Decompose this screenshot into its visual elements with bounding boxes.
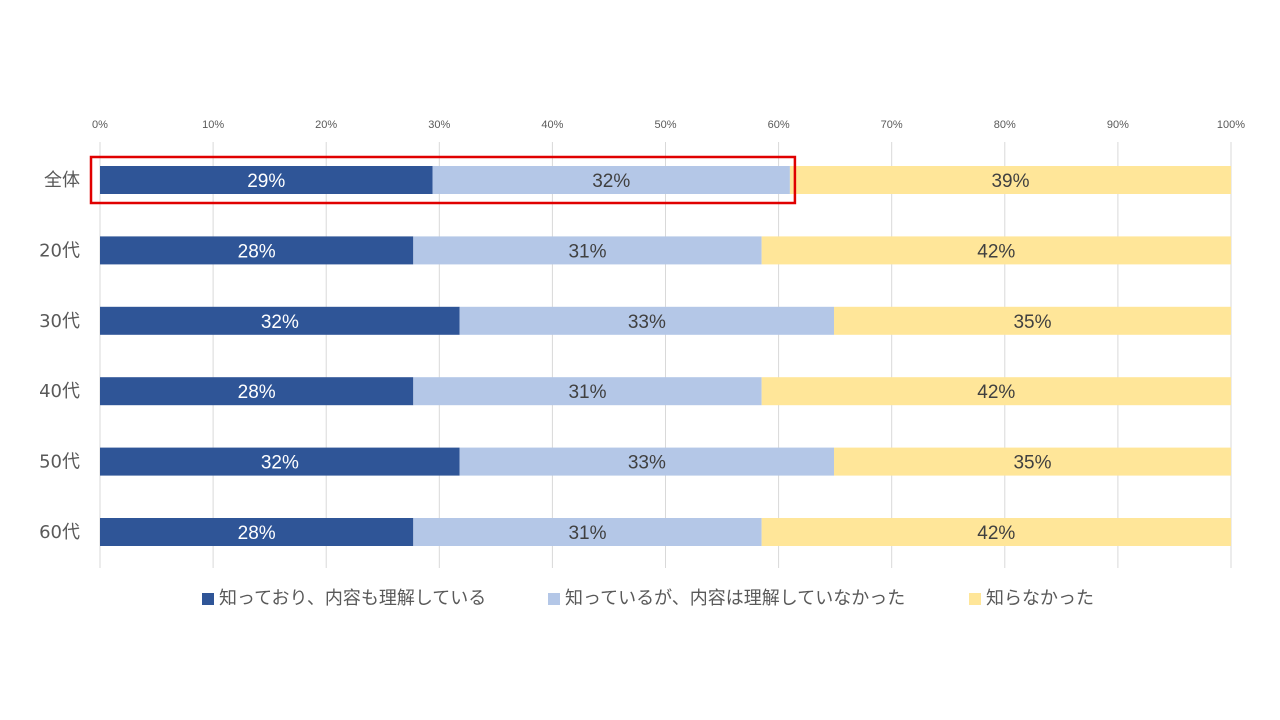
bar-segment bbox=[459, 447, 835, 476]
bar-segment bbox=[100, 306, 460, 335]
x-tick-label: 10% bbox=[202, 119, 224, 131]
data-label: 35% bbox=[1013, 453, 1051, 474]
x-tick-label: 70% bbox=[881, 119, 903, 131]
bar-segment bbox=[459, 306, 835, 335]
x-tick-label: 80% bbox=[994, 119, 1016, 131]
data-label: 31% bbox=[568, 241, 606, 262]
gridlines bbox=[99, 142, 1232, 568]
bar-segment bbox=[413, 518, 762, 546]
bar-segment bbox=[100, 236, 414, 265]
data-label: 29% bbox=[247, 171, 285, 192]
data-label: 35% bbox=[1013, 312, 1051, 333]
bar-segment bbox=[761, 236, 1231, 265]
bars bbox=[100, 166, 1231, 546]
category-label: 60代 bbox=[39, 522, 80, 543]
data-label: 28% bbox=[238, 382, 276, 403]
x-tick-label: 50% bbox=[654, 119, 676, 131]
legend-swatch bbox=[202, 593, 214, 605]
bar-segment bbox=[834, 306, 1231, 335]
bar-segment bbox=[761, 518, 1231, 546]
category-label: 20代 bbox=[39, 240, 80, 261]
x-tick-label: 30% bbox=[428, 119, 450, 131]
bar-segment bbox=[100, 518, 414, 546]
bar-segment bbox=[834, 447, 1231, 476]
data-label: 42% bbox=[977, 382, 1015, 403]
data-label: 31% bbox=[568, 382, 606, 403]
data-label: 32% bbox=[592, 171, 630, 192]
data-label: 32% bbox=[261, 453, 299, 474]
bar-segment bbox=[100, 447, 460, 476]
x-tick-label: 20% bbox=[315, 119, 337, 131]
data-label: 32% bbox=[261, 312, 299, 333]
category-label: 全体 bbox=[44, 170, 80, 191]
x-tick-label: 40% bbox=[541, 119, 563, 131]
legend-label: 知らなかった bbox=[986, 588, 1094, 609]
legend-swatch bbox=[548, 593, 560, 605]
bar-segment bbox=[100, 377, 414, 406]
legend: 知っており、内容も理解している 知っているが、内容は理解していなかった 知らなかった bbox=[202, 588, 1094, 609]
bar-segment bbox=[789, 166, 1231, 194]
bar-segment bbox=[413, 377, 762, 406]
data-label: 31% bbox=[568, 523, 606, 544]
x-tick-label: 0% bbox=[92, 119, 108, 131]
x-tick-label: 90% bbox=[1107, 119, 1129, 131]
data-label: 33% bbox=[628, 312, 666, 333]
data-label: 33% bbox=[628, 453, 666, 474]
bar-segment bbox=[432, 166, 790, 194]
data-label: 39% bbox=[991, 171, 1029, 192]
data-label: 42% bbox=[977, 241, 1015, 262]
category-label: 30代 bbox=[39, 311, 80, 332]
bar-segment bbox=[413, 236, 762, 265]
legend-swatch bbox=[969, 593, 981, 605]
legend-label: 知っているが、内容は理解していなかった bbox=[565, 588, 905, 609]
category-label: 40代 bbox=[39, 381, 80, 402]
bar-segment bbox=[100, 166, 433, 194]
x-tick-label: 60% bbox=[768, 119, 790, 131]
data-label: 28% bbox=[238, 241, 276, 262]
highlight-box bbox=[89, 155, 797, 205]
legend-label: 知っており、内容も理解している bbox=[219, 588, 486, 609]
bar-segment bbox=[761, 377, 1231, 406]
data-label: 28% bbox=[238, 523, 276, 544]
x-tick-label: 100% bbox=[1217, 119, 1245, 131]
category-label: 50代 bbox=[39, 452, 80, 473]
data-label: 42% bbox=[977, 523, 1015, 544]
